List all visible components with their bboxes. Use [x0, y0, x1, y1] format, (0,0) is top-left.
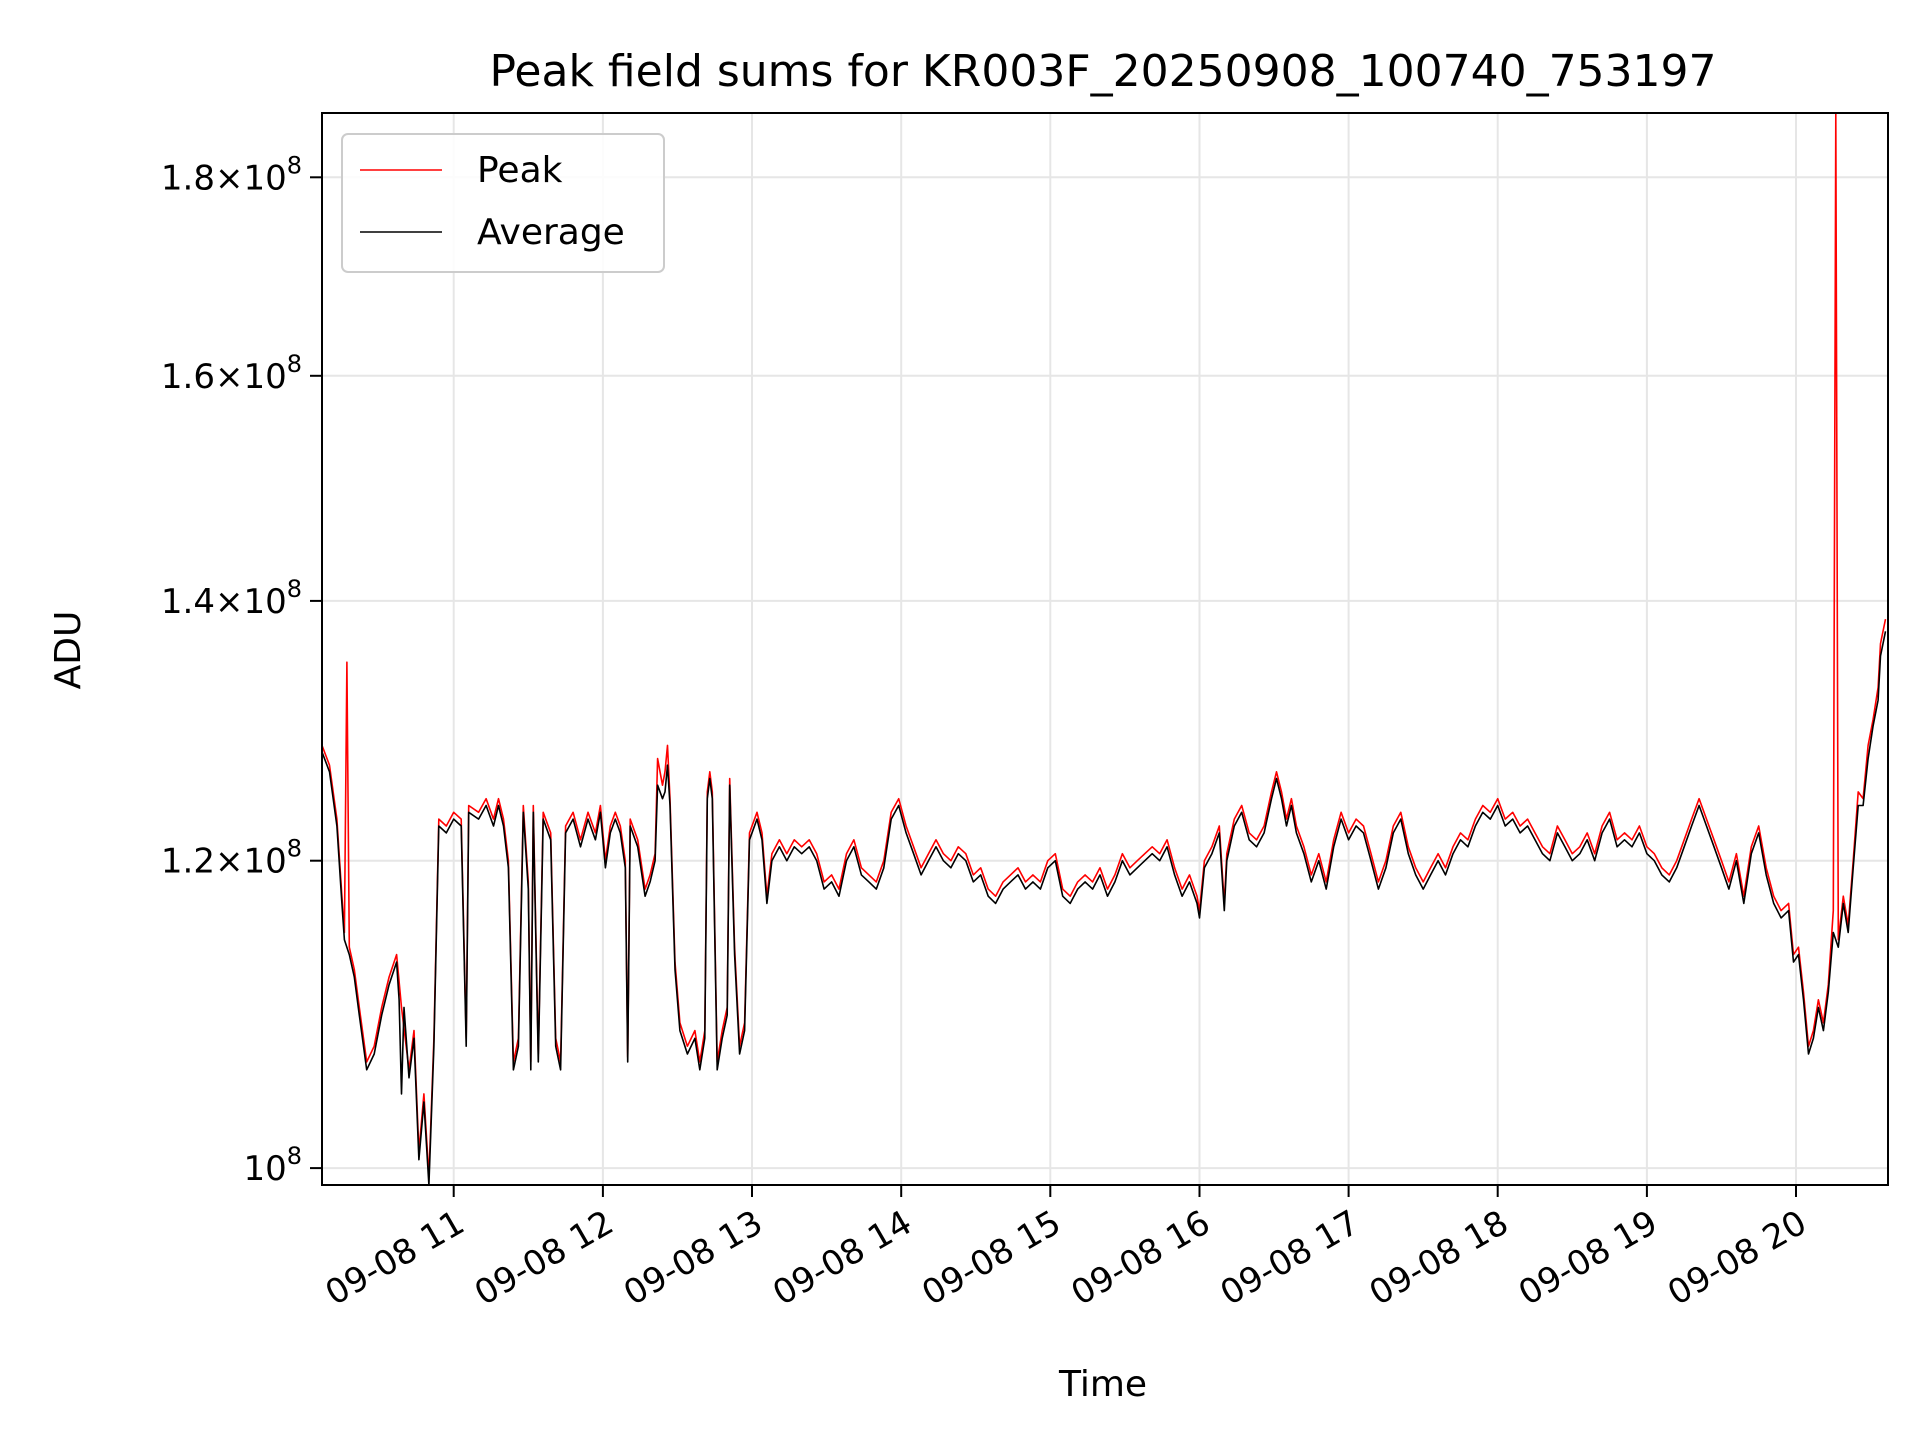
- grid: [322, 113, 1888, 1185]
- x-axis-label: Time: [1058, 1364, 1147, 1405]
- plot-frame: [321, 112, 1889, 1186]
- legend-label-average: Average: [477, 212, 625, 253]
- y-tick-label: 1.2×108: [161, 835, 302, 882]
- y-tick-label: 1.6×108: [161, 350, 302, 397]
- series-layer: [322, 113, 1887, 1185]
- y-axis-label: ADU: [48, 611, 89, 690]
- series-line-average: [322, 631, 1887, 1185]
- chart-title: Peak field sums for KR003F_20250908_1007…: [489, 46, 1716, 97]
- legend-box: [341, 133, 665, 273]
- y-tick-label: 1.4×108: [161, 575, 302, 622]
- y-tick-label: 1.8×108: [161, 151, 302, 198]
- legend: Peak Average: [341, 133, 665, 273]
- legend-label-peak: Peak: [477, 150, 563, 191]
